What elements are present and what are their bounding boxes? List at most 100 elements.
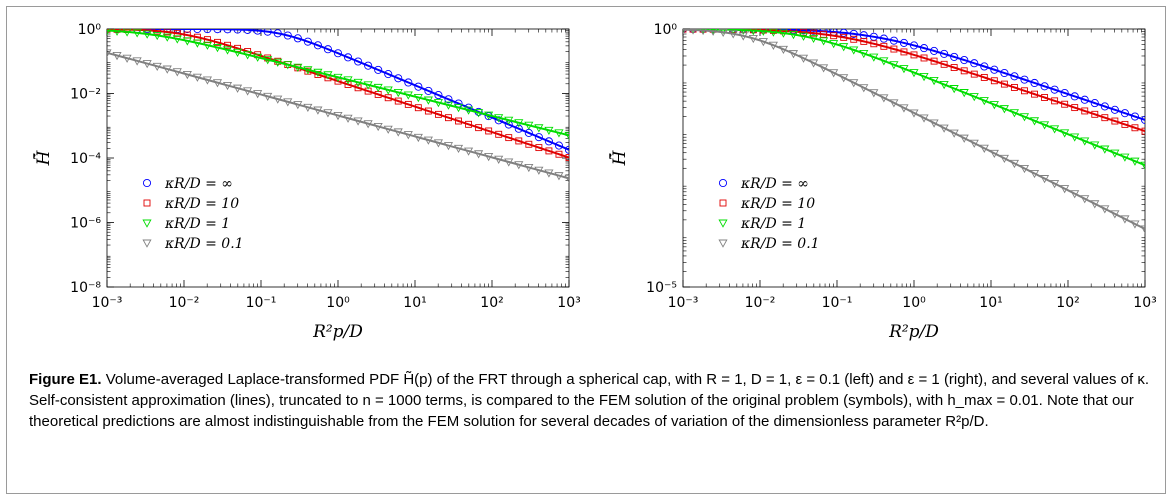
- data-point: [433, 99, 444, 108]
- data-point: [940, 49, 949, 58]
- legend-marker: [142, 219, 152, 228]
- data-point: [959, 89, 969, 98]
- data-point: [1080, 95, 1089, 104]
- data-point: [484, 153, 494, 162]
- legend-entry: κR/D = ∞: [740, 176, 809, 192]
- data-point: [173, 29, 181, 37]
- data-point: [1070, 92, 1079, 101]
- data-point: [839, 74, 849, 83]
- data-point: [940, 60, 948, 68]
- data-point: [303, 103, 313, 112]
- data-point: [769, 29, 778, 37]
- data-point: [989, 149, 999, 158]
- data-point: [333, 49, 343, 58]
- legend-marker: [143, 199, 151, 207]
- x-tick-label: 10²: [480, 295, 503, 311]
- series-1: [683, 29, 1145, 135]
- data-point: [1141, 127, 1145, 135]
- data-point: [414, 82, 423, 91]
- legend-entry: κR/D = 10: [164, 196, 239, 212]
- data-point: [403, 91, 413, 100]
- data-point: [142, 30, 152, 39]
- data-point: [1060, 88, 1069, 98]
- chart-right-panel: 10⁻³ 10⁻² 10⁻¹ 10⁰ 10¹ 10² 10³ 10⁻⁵ 10⁰ R²p/D H̃̄ κ…: [603, 19, 1163, 349]
- data-point: [808, 59, 819, 68]
- data-point: [323, 71, 333, 80]
- data-point: [699, 29, 707, 36]
- data-point: [192, 39, 202, 48]
- data-point: [534, 124, 544, 133]
- data-point: [989, 101, 999, 110]
- data-point: [263, 29, 272, 36]
- data-point: [809, 29, 818, 35]
- data-point: [910, 51, 918, 59]
- data-point: [152, 62, 162, 72]
- data-point: [979, 144, 989, 153]
- data-point: [1120, 215, 1130, 224]
- data-point: [504, 116, 514, 125]
- y-tick-label: 10⁻⁸: [70, 280, 101, 296]
- data-point: [799, 29, 808, 35]
- legend-marker: [718, 178, 728, 188]
- data-point: [709, 29, 718, 36]
- y-axis-label: H̃̄: [32, 149, 54, 166]
- data-point: [1040, 82, 1049, 91]
- data-point: [1029, 170, 1040, 179]
- data-point: [970, 70, 978, 78]
- series-0: [107, 29, 569, 154]
- data-point: [443, 101, 454, 110]
- x-tick-label: 10¹: [403, 295, 426, 311]
- data-point: [202, 76, 213, 85]
- data-point: [749, 29, 757, 36]
- data-point: [313, 41, 322, 50]
- data-point: [413, 133, 423, 143]
- data-point: [1031, 90, 1038, 98]
- data-point: [1110, 210, 1120, 219]
- data-point: [554, 172, 564, 181]
- data-point: [1081, 107, 1089, 115]
- data-point: [202, 41, 213, 50]
- data-point: [929, 77, 939, 86]
- data-point: [798, 32, 809, 41]
- data-point: [494, 114, 504, 123]
- data-point: [899, 38, 909, 47]
- data-point: [373, 122, 383, 132]
- data-point: [849, 79, 859, 88]
- data-point: [1051, 97, 1059, 105]
- data-point: [919, 73, 929, 82]
- data-point: [453, 104, 464, 113]
- legend-entry: κR/D = 1: [164, 216, 230, 232]
- data-point: [303, 37, 312, 46]
- data-point: [1070, 190, 1080, 199]
- y-tick-label: 10⁰: [78, 22, 102, 38]
- data-point: [969, 139, 979, 148]
- data-point: [1020, 75, 1029, 84]
- data-point: [143, 29, 152, 34]
- x-tick-label: 10⁰: [326, 295, 350, 311]
- legend-entry: κR/D = 0.1: [164, 236, 244, 252]
- x-tick-label: 10⁰: [902, 295, 926, 311]
- series-line: [107, 51, 569, 180]
- chart-svg-right: 10⁻³ 10⁻² 10⁻¹ 10⁰ 10¹ 10² 10³ 10⁻⁵ 10⁰ R²p/D H̃̄ κ…: [608, 22, 1157, 342]
- data-point: [1110, 105, 1119, 114]
- data-point: [930, 46, 939, 55]
- data-point: [514, 124, 523, 133]
- x-tick-label: 10⁻¹: [822, 295, 853, 311]
- data-point: [224, 41, 231, 49]
- data-point: [830, 32, 838, 40]
- data-point: [1130, 112, 1140, 121]
- data-point: [463, 147, 474, 156]
- data-point: [565, 154, 569, 162]
- data-point: [192, 73, 202, 82]
- legend-entry: κR/D = 1: [740, 216, 806, 232]
- data-point: [960, 55, 969, 65]
- data-point: [107, 49, 112, 58]
- data-point: [253, 53, 263, 62]
- data-point: [1080, 137, 1090, 146]
- data-point: [930, 57, 938, 65]
- data-point: [273, 95, 283, 104]
- data-point: [545, 147, 553, 155]
- legend-entry: κR/D = 10: [740, 196, 815, 212]
- legend-entry: κR/D = 0.1: [740, 236, 820, 252]
- data-point: [999, 105, 1009, 114]
